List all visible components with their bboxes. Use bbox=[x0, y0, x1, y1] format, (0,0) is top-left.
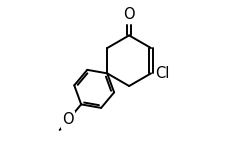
Text: O: O bbox=[123, 7, 135, 22]
Text: Cl: Cl bbox=[155, 66, 169, 81]
Text: O: O bbox=[62, 112, 74, 127]
